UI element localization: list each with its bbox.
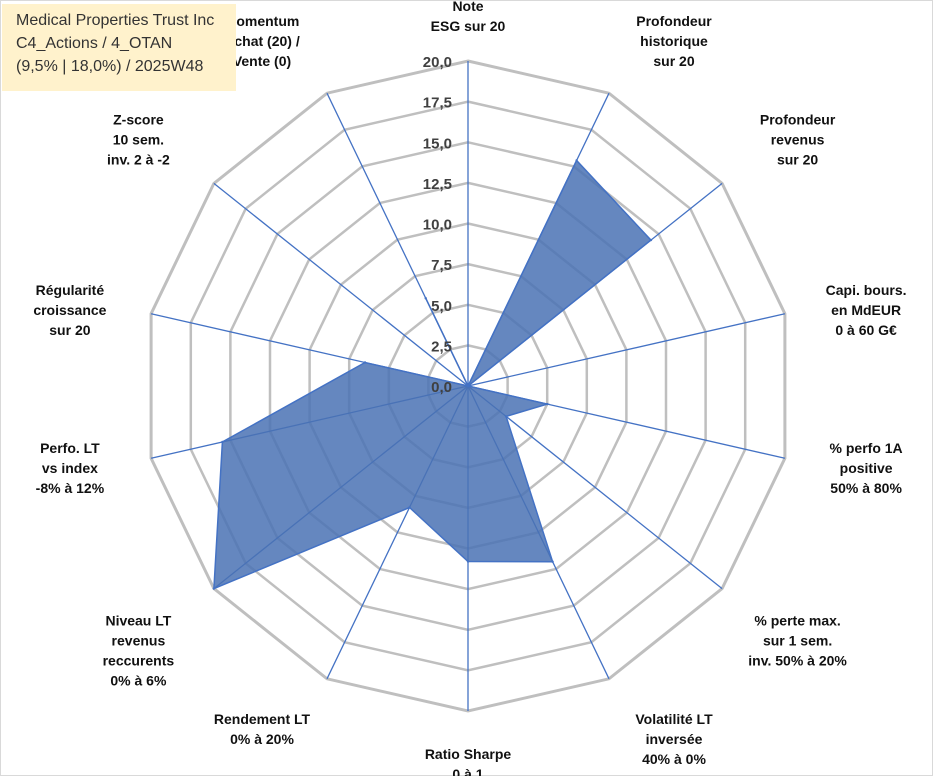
tick-label: 17,5: [423, 95, 452, 112]
axis-label: Profondeur revenus sur 20: [760, 112, 836, 168]
data-point: [546, 402, 549, 406]
axis-label-line: en MdEUR: [831, 302, 901, 318]
axis-label-line: sur 20: [49, 322, 90, 338]
axis-spoke: [467, 385, 723, 590]
axis-label: Z-score 10 sem. inv. 2 à -2: [107, 112, 170, 168]
data-point: [466, 560, 470, 563]
axis-label-line: % perfo 1A: [830, 440, 903, 456]
data-point: [212, 587, 216, 590]
axis-label-line: vs index: [42, 460, 98, 476]
axis-label: % perfo 1A positive 50% à 80%: [830, 440, 903, 496]
axis-label-line: Achat (20) /: [224, 33, 300, 49]
axis-label-line: sur 20: [777, 152, 818, 168]
axis-label-line: ESG sur 20: [431, 18, 506, 34]
axis-label-line: 40% à 0%: [642, 751, 706, 767]
axis-label: % perte max. sur 1 sem. inv. 50% à 20%: [748, 612, 847, 668]
axis-label-line: historique: [640, 33, 708, 49]
axis-label-line: positive: [840, 460, 893, 476]
tick-label: 10,0: [423, 217, 452, 234]
axis-label-line: Rendement LT: [214, 711, 311, 727]
axis-label-line: Capi. bours.: [826, 282, 907, 298]
axis-label-line: Profondeur: [636, 13, 712, 29]
axis-label-line: 0 à 60 G€: [835, 322, 897, 338]
radial-tick-labels: 0,0 2,5 5,0 7,5 10,0 12,5 15,0 17,5 20,0: [423, 54, 452, 396]
axis-label-line: inv. 50% à 20%: [748, 652, 847, 668]
axis-label-line: revenus: [112, 632, 166, 648]
axis-label-line: inversée: [646, 731, 703, 747]
axis-label: Ratio Sharpe 0 à 1: [425, 746, 512, 776]
tick-label: 5,0: [431, 298, 452, 315]
axis-label-line: Profondeur: [760, 112, 836, 128]
axis-label-line: 0 à 1: [452, 766, 483, 776]
axis-label-line: 50% à 80%: [830, 480, 902, 496]
data-point: [424, 297, 427, 300]
axis-label: Note ESG sur 20: [431, 0, 506, 34]
data-point: [221, 440, 224, 444]
axis-label-line: sur 20: [653, 53, 694, 69]
axis-label: Niveau LT revenus reccurents 0% à 6%: [103, 612, 175, 688]
axis-label: Rendement LT 0% à 20%: [214, 711, 311, 747]
axis-label-line: sur 1 sem.: [763, 632, 832, 648]
axis-label-line: -8% à 12%: [36, 480, 105, 496]
axis-label-line: Momentum: [225, 13, 300, 29]
axis-label-line: reccurents: [103, 652, 175, 668]
axis-labels: Note ESG sur 20 Profondeur historique sur 20…: [33, 0, 906, 776]
axis-label: Momentum Achat (20) / Vente (0): [224, 13, 300, 69]
axis-label-line: % perte max.: [754, 612, 840, 628]
axis-label-line: revenus: [771, 132, 825, 148]
data-point: [551, 560, 554, 563]
axis-label-line: 10 sem.: [113, 132, 164, 148]
data-point: [575, 159, 578, 162]
axis-label: Profondeur historique sur 20: [636, 13, 712, 69]
axis-label-line: 0% à 6%: [110, 672, 167, 688]
axis-label-line: Vente (0): [233, 53, 291, 69]
tick-label: 0,0: [431, 379, 452, 396]
data-point: [408, 506, 411, 509]
axis-label-line: Note: [452, 0, 483, 14]
data-point: [466, 384, 470, 388]
axis-label-line: Régularité: [36, 282, 105, 298]
range-week-line: (9,5% | 18,0%) / 2025W48: [16, 58, 204, 75]
data-point: [363, 361, 367, 364]
axis-label-line: Z-score: [113, 112, 164, 128]
axis-label-line: Volatilité LT: [635, 711, 713, 727]
info-box: Medical Properties Trust Inc C4_Actions …: [2, 4, 236, 91]
axis-label: Capi. bours. en MdEUR 0 à 60 G€: [826, 282, 907, 338]
tick-label: 7,5: [431, 257, 452, 274]
tick-label: 12,5: [423, 176, 452, 193]
axis-label-line: 0% à 20%: [230, 731, 294, 747]
axis-label-line: Ratio Sharpe: [425, 746, 512, 762]
tick-label: 20,0: [423, 54, 452, 71]
data-point: [649, 238, 653, 242]
axis-label-line: Niveau LT: [105, 612, 171, 628]
axis-spoke: [467, 313, 786, 387]
axis-spoke: [213, 182, 469, 387]
axis-label: Régularité croissance sur 20: [33, 282, 106, 338]
company-name: Medical Properties Trust Inc: [16, 12, 215, 29]
axis-label: Volatilité LT inversée 40% à 0%: [635, 711, 713, 767]
axis-label: Perfo. LT vs index -8% à 12%: [36, 440, 105, 496]
axis-label-line: croissance: [33, 302, 106, 318]
axis-label-line: Perfo. LT: [40, 440, 100, 456]
tick-label: 2,5: [431, 338, 452, 355]
data-point: [504, 415, 508, 418]
series-layer: [212, 159, 653, 590]
portfolio-line: C4_Actions / 4_OTAN: [16, 35, 173, 52]
tick-label: 15,0: [423, 135, 452, 152]
axis-label-line: inv. 2 à -2: [107, 152, 170, 168]
